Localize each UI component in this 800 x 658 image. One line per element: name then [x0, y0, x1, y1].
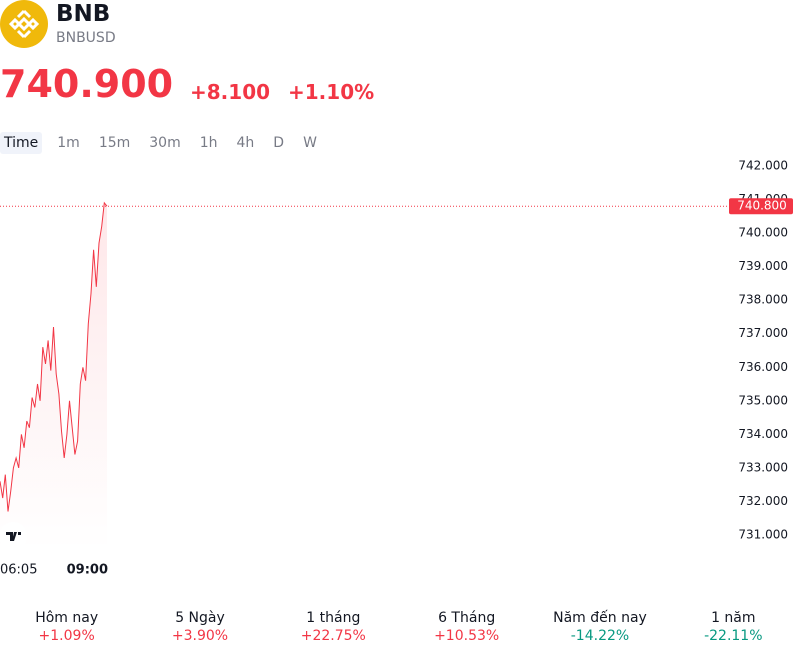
- x-label: 09:00: [67, 563, 108, 578]
- ticker: BNBUSD: [56, 30, 116, 46]
- y-tick-label: 732.000: [738, 494, 788, 508]
- perf-period: 6 Tháng: [438, 610, 496, 626]
- perf-period: Năm đến nay: [553, 610, 647, 626]
- y-tick-label: 736.000: [738, 360, 788, 374]
- perf-period: 1 tháng: [306, 610, 361, 626]
- last-price-label: 740.800: [737, 199, 787, 213]
- logo: [0, 0, 48, 48]
- tab[interactable]: Time: [0, 132, 43, 154]
- y-tick-label: 735.000: [738, 393, 788, 407]
- change: +8.100: [190, 80, 271, 104]
- tab[interactable]: 30m: [149, 135, 181, 151]
- tab[interactable]: 1h: [199, 135, 218, 151]
- tab[interactable]: W: [303, 135, 317, 151]
- perf-change: -22.11%: [704, 628, 763, 644]
- x-label: 06:05: [0, 563, 37, 578]
- y-tick-label: 740.000: [738, 226, 788, 240]
- y-tick-label: 731.000: [738, 528, 788, 542]
- tv-logo: [0, 522, 27, 550]
- symbol: BNB: [56, 1, 111, 27]
- perf-period: 1 năm: [711, 610, 756, 626]
- perf-change: +10.53%: [434, 628, 500, 644]
- change-percent: +1.10%: [288, 80, 375, 104]
- perf-item: 1 năm -22.11%: [667, 610, 800, 644]
- perf-period: 5 Ngày: [175, 610, 225, 626]
- performance: Hôm nay +1.09% 5 Ngày +3.90% 1 tháng +22.75% 6…: [0, 610, 800, 644]
- perf-period: Hôm nay: [35, 610, 99, 626]
- tab[interactable]: 15m: [98, 135, 131, 151]
- perf-change: +22.75%: [300, 628, 366, 644]
- perf-item: 5 Ngày +3.90%: [133, 610, 266, 644]
- y-tick-label: 737.000: [738, 326, 788, 340]
- perf-change: -14.22%: [570, 628, 630, 644]
- y-tick-label: 739.000: [738, 259, 788, 273]
- last-price-tag: [729, 198, 793, 215]
- y-tick-label: 734.000: [738, 427, 788, 441]
- area: [0, 202, 107, 550]
- y-tick-label: 733.000: [738, 460, 788, 474]
- tab[interactable]: 4h: [236, 135, 255, 151]
- tabs: Time 1m 15m 30m 1h 4h D W: [0, 132, 332, 154]
- chart: 731.000 732.000 733.000 734.000 735.000 736.0…: [0, 158, 793, 578]
- perf-item: Hôm nay +1.09%: [0, 610, 133, 644]
- line: [0, 201, 108, 512]
- y-tick-label: 738.000: [738, 293, 788, 307]
- perf-item: 1 tháng +22.75%: [267, 610, 400, 644]
- perf-change: +1.09%: [38, 628, 95, 644]
- perf-change: +3.90%: [171, 628, 229, 644]
- tab[interactable]: D: [273, 135, 285, 151]
- perf-item: Năm đến nay -14.22%: [533, 610, 666, 644]
- perf-item: 6 Tháng +10.53%: [400, 610, 533, 644]
- price: 740.900: [0, 62, 174, 106]
- y-tick-label: 742.000: [738, 158, 788, 172]
- tab[interactable]: 1m: [57, 135, 80, 151]
